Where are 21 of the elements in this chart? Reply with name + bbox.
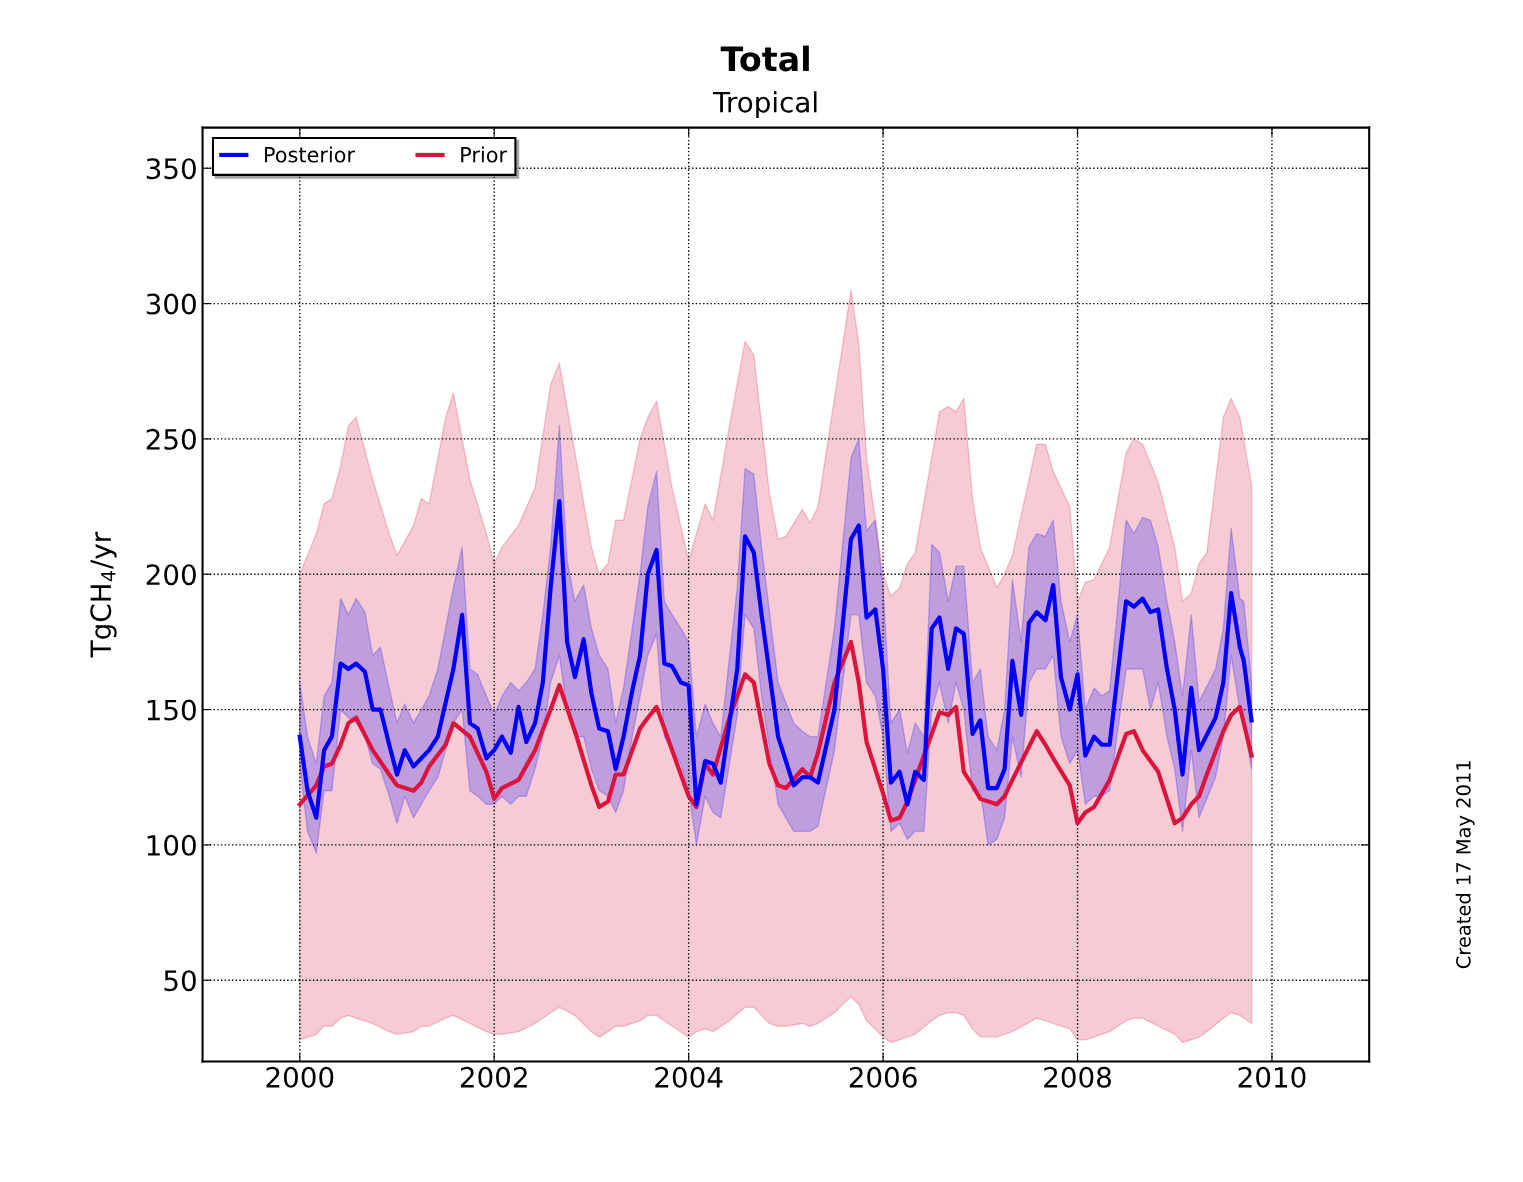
line-series [297,639,1254,826]
y-tick-label: 350 [146,158,196,180]
legend-label: Posterior [265,146,356,163]
y-tick-label: 300 [146,293,196,315]
y-tick-label: 150 [147,699,196,721]
y-tick-label: 50 [164,970,196,992]
x-tick-label: 2008 [1044,1066,1111,1088]
chart-subtitle: Tropical [712,91,817,119]
x-tick-label: 2000 [266,1066,334,1088]
y-axis-title: TgCH$_{4}$/yr [90,531,117,658]
y-tick-label: 200 [146,564,196,586]
y-tick-label: 250 [146,428,196,450]
line-series [297,499,1254,820]
x-tick-label: 2004 [655,1066,723,1088]
y-tick-label: 100 [147,834,196,856]
legend-label: Prior [461,146,508,163]
chart-title: Total [720,45,809,72]
x-tick-label: 2006 [849,1066,917,1088]
x-tick-label: 2002 [460,1066,527,1088]
x-tick-label: 2010 [1238,1066,1306,1088]
text: Created 17 May 2011 [1455,761,1475,969]
